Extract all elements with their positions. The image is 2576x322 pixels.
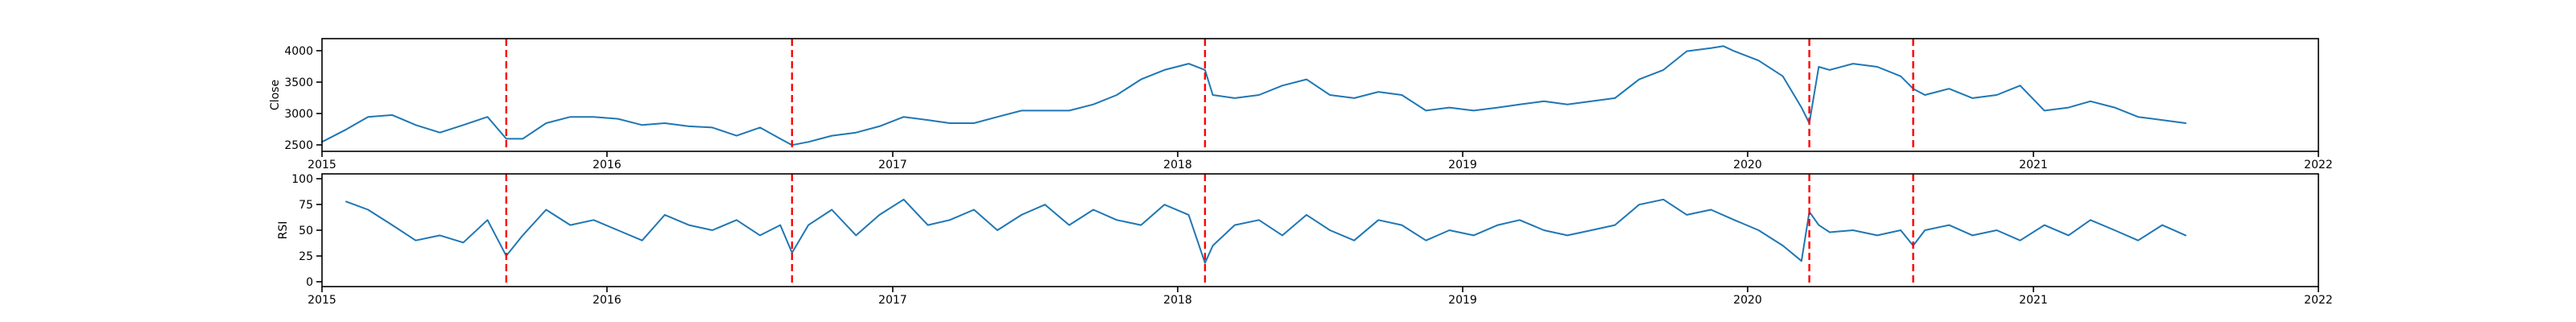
rsi-ytick-label: 50 [299,225,313,237]
rsi-ytick-label: 100 [291,173,313,186]
close-y-ticks: 2500 3000 3500 4000 [284,45,322,152]
rsi-xtick-label: 2015 [308,294,336,307]
rsi-xtick-label: 2018 [1163,294,1192,307]
close-series [321,45,2187,147]
close-ytick-label: 2500 [284,139,313,152]
rsi-xtick-label: 2022 [2304,294,2333,307]
close-xtick-label: 2019 [1448,159,1477,171]
close-xtick-label: 2018 [1163,159,1192,171]
rsi-y-axis-label: RSI [277,221,290,240]
rsi-panel: 0 25 50 75 100 2015 2016 2017 2018 2019 … [277,173,2333,307]
close-x-ticks: 2015 2016 2017 2018 2019 2020 2021 2022 [308,151,2333,171]
close-xtick-label: 2015 [308,159,336,171]
close-panel: 2500 3000 3500 4000 2015 2016 2017 2018 … [269,38,2333,171]
rsi-ytick-label: 25 [299,250,313,263]
close-axes-frame [321,38,2319,152]
close-event-lines [505,39,1914,151]
rsi-xtick-label: 2020 [1733,294,1762,307]
rsi-y-ticks: 0 25 50 75 100 [291,173,322,289]
rsi-xtick-label: 2017 [878,294,907,307]
rsi-xtick-label: 2021 [2019,294,2048,307]
rsi-ytick-label: 0 [306,276,313,289]
rsi-line [345,198,2187,264]
close-xtick-label: 2020 [1733,159,1762,171]
close-ytick-label: 4000 [284,45,313,58]
close-xtick-label: 2022 [2304,159,2333,171]
rsi-xtick-label: 2016 [592,294,621,307]
rsi-axes-frame [321,173,2319,287]
close-ytick-label: 3500 [284,76,313,89]
close-line [321,45,2187,147]
rsi-series [345,198,2187,264]
close-xtick-label: 2021 [2019,159,2048,171]
close-xtick-label: 2017 [878,159,907,171]
rsi-xtick-label: 2019 [1448,294,1477,307]
close-xtick-label: 2016 [592,159,621,171]
rsi-event-lines [505,174,1914,287]
close-ytick-label: 3000 [284,108,313,121]
rsi-x-ticks: 2015 2016 2017 2018 2019 2020 2021 2022 [308,287,2333,307]
rsi-ytick-label: 75 [299,199,313,212]
close-y-axis-label: Close [269,80,282,110]
